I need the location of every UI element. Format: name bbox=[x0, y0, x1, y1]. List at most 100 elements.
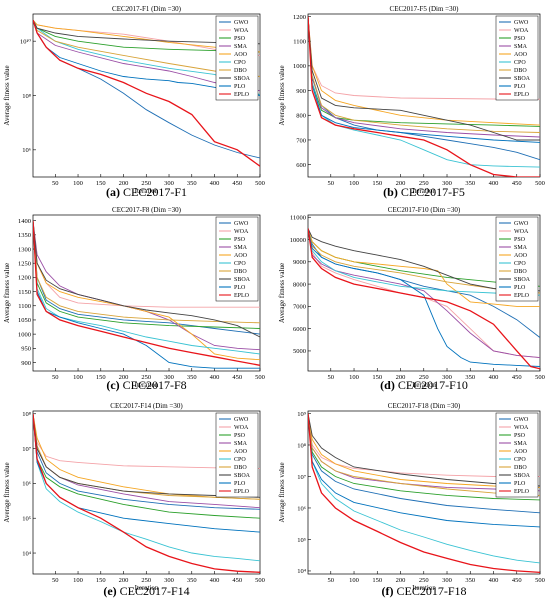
y-tick-label: 10⁴ bbox=[22, 550, 32, 557]
legend-label-sboa: SBOA bbox=[234, 76, 251, 82]
y-tick-label: 11000 bbox=[290, 215, 306, 222]
x-tick-label: 50 bbox=[328, 577, 335, 584]
y-tick-label: 1000 bbox=[18, 331, 31, 338]
legend-label-woa: WOA bbox=[234, 28, 249, 34]
y-axis-label: Average fitness value bbox=[3, 462, 11, 522]
panel-caption-text: CEC2017-F14 bbox=[120, 584, 190, 598]
series-line-eplo bbox=[33, 413, 260, 573]
panel-caption-letter: (b) bbox=[383, 185, 401, 199]
series-line-gwo bbox=[33, 413, 260, 510]
x-tick-label: 300 bbox=[164, 577, 174, 584]
chart-panel-3: CEC2017-F8 (Dim =30) 50 100 150 200 250 300 350… bbox=[3, 206, 265, 392]
legend-label-gwo: GWO bbox=[514, 417, 529, 423]
legend-label-gwo: GWO bbox=[234, 417, 249, 423]
y-tick-label: 1350 bbox=[18, 232, 31, 239]
x-tick-label: 50 bbox=[328, 374, 335, 381]
chart-panel-5: CEC2017-F14 (Dim =30) 50 100 150 200 250 300 35… bbox=[3, 402, 265, 598]
series-line-gwo bbox=[308, 413, 540, 514]
y-tick-label: 10⁸ bbox=[22, 411, 32, 418]
panel-caption-letter: (a) bbox=[106, 185, 123, 199]
x-tick-label: 200 bbox=[396, 374, 406, 381]
x-tick-label: 50 bbox=[52, 577, 59, 584]
x-tick-label: 250 bbox=[419, 180, 429, 187]
x-tick-label: 100 bbox=[73, 180, 83, 187]
legend-label-dbo: DBO bbox=[234, 465, 247, 471]
x-tick-label: 250 bbox=[141, 577, 151, 584]
x-tick-label: 150 bbox=[372, 577, 382, 584]
series-line-dbo bbox=[33, 220, 260, 324]
legend-label-aoo: AOO bbox=[234, 253, 248, 259]
panel-caption-text: CEC2017-F10 bbox=[398, 378, 468, 392]
legend-label-sboa: SBOA bbox=[234, 473, 251, 479]
y-tick-label: 1250 bbox=[18, 261, 31, 268]
series-line-pso bbox=[33, 19, 260, 53]
legend-label-sma: SMA bbox=[234, 245, 248, 251]
panel-caption-text: CEC2017-F1 bbox=[123, 185, 187, 199]
y-tick-label: 1000 bbox=[293, 63, 306, 70]
y-tick-label: 800 bbox=[296, 113, 306, 120]
series-line-pso bbox=[33, 413, 260, 519]
legend: GWO WOA PSO SMA AOO CPO DBO SBOA PLO EPLO bbox=[215, 412, 259, 498]
x-tick-label: 200 bbox=[119, 180, 129, 187]
series-line-sma bbox=[308, 228, 540, 359]
legend-label-eplo: EPLO bbox=[514, 489, 530, 495]
x-tick-label: 400 bbox=[489, 577, 499, 584]
legend-label-cpo: CPO bbox=[514, 261, 526, 267]
legend-label-dbo: DBO bbox=[514, 269, 527, 275]
chart-title: CEC2017-F8 (Dim =30) bbox=[112, 206, 182, 214]
x-tick-label: 150 bbox=[372, 180, 382, 187]
x-tick-label: 50 bbox=[52, 374, 59, 381]
series-group bbox=[308, 413, 540, 574]
y-tick-label: 700 bbox=[296, 137, 306, 144]
x-tick-label: 350 bbox=[465, 577, 475, 584]
x-axis-label: Iteration bbox=[412, 584, 436, 592]
legend-label-cpo: CPO bbox=[234, 261, 246, 267]
series-line-woa bbox=[308, 16, 540, 100]
x-tick-label: 400 bbox=[210, 180, 220, 187]
y-tick-label: 10⁷ bbox=[297, 474, 306, 481]
y-tick-label: 10⁹ bbox=[297, 411, 307, 418]
x-tick-label: 300 bbox=[164, 374, 174, 381]
legend-label-plo: PLO bbox=[514, 481, 526, 487]
chart-panel-2: CEC2017-F5 (Dim =30) 50 100 150 200 250 300 350… bbox=[278, 5, 545, 199]
y-tick-label: 10⁵ bbox=[297, 537, 306, 544]
y-tick-label: 5000 bbox=[293, 348, 306, 355]
y-axis-label: Average fitness value bbox=[278, 65, 286, 125]
y-tick-label: 1100 bbox=[293, 38, 306, 45]
y-tick-label: 950 bbox=[21, 346, 31, 353]
y-tick-label: 10⁶ bbox=[22, 147, 31, 154]
y-tick-label: 900 bbox=[296, 88, 306, 95]
x-tick-label: 50 bbox=[52, 180, 59, 187]
legend-label-aoo: AOO bbox=[234, 449, 248, 455]
legend-label-woa: WOA bbox=[234, 229, 249, 235]
chart-panel-4: CEC2017-F10 (Dim =30) 50 100 150 200 250 300 35… bbox=[278, 206, 545, 392]
legend-label-cpo: CPO bbox=[234, 457, 246, 463]
y-tick-label: 10⁴ bbox=[297, 568, 307, 575]
x-tick-label: 250 bbox=[419, 577, 429, 584]
y-axis-label: Average fitness value bbox=[3, 263, 11, 323]
series-line-aoo bbox=[308, 413, 540, 488]
x-axis-label: Iteration bbox=[412, 381, 436, 389]
x-tick-label: 50 bbox=[328, 180, 335, 187]
x-tick-label: 400 bbox=[489, 374, 499, 381]
x-tick-label: 400 bbox=[489, 180, 499, 187]
chart-title: CEC2017-F14 (Dim =30) bbox=[110, 402, 183, 410]
x-tick-label: 300 bbox=[442, 577, 452, 584]
x-tick-label: 100 bbox=[349, 374, 359, 381]
x-tick-label: 500 bbox=[255, 374, 265, 381]
x-axis-label: Iteration bbox=[135, 187, 159, 195]
series-line-plo bbox=[308, 413, 540, 528]
x-tick-label: 400 bbox=[210, 374, 220, 381]
y-tick-label: 900 bbox=[21, 360, 31, 367]
legend-label-eplo: EPLO bbox=[234, 92, 250, 98]
x-tick-label: 100 bbox=[73, 577, 83, 584]
series-line-eplo bbox=[33, 220, 260, 366]
y-tick-label: 10000 bbox=[290, 237, 306, 244]
series-line-eplo bbox=[308, 413, 540, 574]
legend: GWO WOA PSO SMA AOO CPO DBO SBOA PLO EPLO bbox=[495, 216, 539, 302]
legend-label-dbo: DBO bbox=[234, 68, 247, 74]
legend-label-plo: PLO bbox=[514, 285, 526, 291]
x-tick-label: 450 bbox=[512, 180, 522, 187]
x-tick-label: 300 bbox=[164, 180, 174, 187]
legend-label-sma: SMA bbox=[514, 44, 528, 50]
